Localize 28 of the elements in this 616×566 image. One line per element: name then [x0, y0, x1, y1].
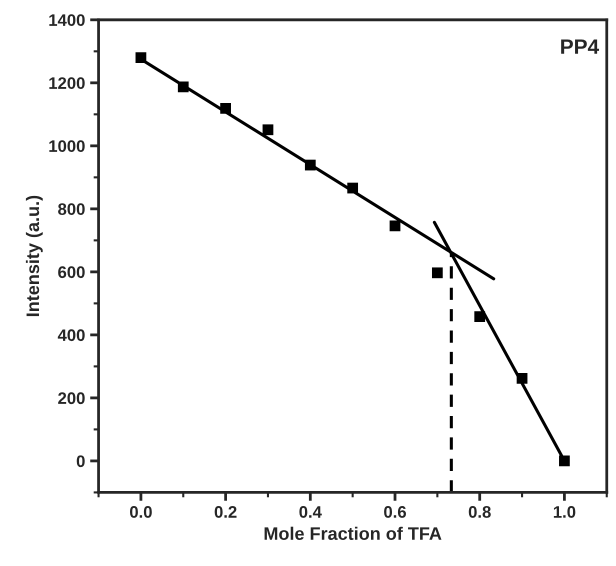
- x-tick-label: 1.0: [554, 506, 576, 518]
- point: [220, 102, 231, 114]
- y-tick-label: 400: [58, 329, 85, 342]
- x-tick-label: 0.6: [384, 506, 406, 518]
- x-tick-label: 0.2: [214, 506, 237, 518]
- y-tick-label: 0: [76, 455, 85, 468]
- point: [559, 456, 570, 466]
- y-tick-label: 1200: [49, 77, 85, 90]
- y-tick-label: 600: [58, 266, 85, 278]
- y-tick-label: 1400: [49, 14, 85, 26]
- y-tick-label: 800: [58, 203, 85, 216]
- point: [178, 82, 189, 92]
- y-tick-label: 1000: [49, 140, 85, 152]
- point: [347, 182, 358, 194]
- y-tick-label: 200: [58, 392, 85, 404]
- point: [390, 220, 400, 232]
- x-tick-label: 0.8: [468, 506, 491, 518]
- x-axis-title: Mole Fraction of TFA: [264, 526, 442, 540]
- point: [432, 267, 443, 278]
- annotation: PP4: [561, 39, 600, 54]
- point: [262, 124, 274, 136]
- x-tick-label: 0.4: [299, 506, 322, 518]
- point: [304, 160, 316, 170]
- y-axis-title: Intensity (a.u.): [26, 196, 43, 316]
- point: [136, 52, 146, 63]
- point: [516, 372, 528, 384]
- x-tick-label: 0.0: [130, 506, 152, 518]
- point: [474, 311, 486, 322]
